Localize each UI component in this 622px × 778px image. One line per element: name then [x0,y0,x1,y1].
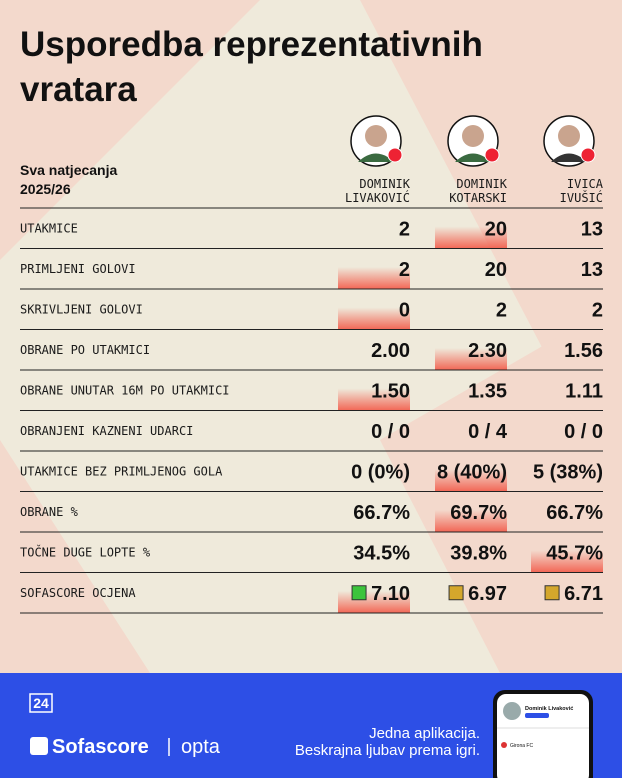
cell-value: 2 [592,299,603,321]
cell-value: 69.7% [450,502,507,524]
cell-value: 13 [581,218,603,240]
phone-badge [525,713,549,718]
cell-value: 7.10 [371,583,410,605]
cell-value: 39.8% [450,542,507,564]
row-label: OBRANE UNUTAR 16M PO UTAKMICI [20,383,230,397]
row-label: PRIMLJENI GOLOVI [20,262,136,276]
cell-value: 5 (38%) [533,461,603,483]
avatar-head [558,125,580,147]
brand: Sofascore [52,736,149,758]
cell-value: 2 [496,299,507,321]
cell-value: 1.56 [564,340,603,362]
highlight [338,307,410,330]
cell-value: 0 / 0 [564,421,603,443]
cell-value: 34.5% [353,542,410,564]
rating-marker [544,585,560,601]
avatar-body [455,153,491,162]
bg-shape [0,440,150,673]
rating-marker [448,585,464,601]
cell-value: 2 [399,259,410,281]
cell-value: 66.7% [546,502,603,524]
row-label: UTAKMICE BEZ PRIMLJENOG GOLA [20,464,223,478]
rating-marker [351,585,367,601]
cell-value: 1.35 [468,380,507,402]
bg-shape [0,0,260,260]
player-name: LIVAKOVIĆ [345,190,410,205]
brand-icon [30,737,48,755]
cell-value: 0 / 4 [468,421,508,443]
cell-value: 0 (0%) [351,461,410,483]
cell-value: 8 (40%) [437,461,507,483]
subtitle: 2025/26 [20,181,71,197]
cell-value: 45.7% [546,542,603,564]
cell-value: 20 [485,218,507,240]
highlight [338,388,410,411]
cell-value: 20 [485,259,507,281]
row-label: SKRIVLJENI GOLOVI [20,302,143,316]
phone-name: Dominik Livaković [525,706,573,712]
cell-value: 1.50 [371,380,410,402]
row-label: OBRANE % [20,505,79,519]
cell-value: 6.97 [468,583,507,605]
tagline: Jedna aplikacija. [369,725,480,742]
row-label: OBRANJENI KAZNENI UDARCI [20,424,193,438]
avatar-flag [580,147,596,163]
highlight [435,469,507,492]
avatar-flag [387,147,403,163]
cell-value: 1.11 [565,380,603,402]
avatar-flag [484,147,500,163]
highlight [435,348,507,370]
cell-value: 2 [399,218,410,240]
row-label: OBRANE PO UTAKMICI [20,343,150,357]
avatar-body [551,153,587,162]
subtitle: Sva natjecanja [20,162,117,178]
title: vratara [20,70,137,109]
avatar-head [462,125,484,147]
phone-avatar [503,702,521,720]
player-name: IVUŠIĆ [560,190,603,205]
logo-24: 24 [33,695,49,711]
highlight [531,550,603,573]
cell-value: 6.71 [564,583,603,605]
phone-club: Girona FC [510,743,533,749]
tagline: Beskrajna ljubav prema igri. [295,742,480,759]
cell-value: 0 [399,299,410,321]
highlight [435,226,507,249]
player-name: DOMINIK [456,177,507,191]
player-name: KOTARSKI [449,191,507,205]
cell-value: 0 / 0 [371,421,410,443]
row-label: SOFASCORE OCJENA [20,586,136,600]
cell-value: 2.30 [468,340,507,362]
cell-value: 2.00 [371,340,410,362]
player-name: IVICA [567,177,604,191]
phone-club-icon [501,742,507,748]
cell-value: 66.7% [353,502,410,524]
avatar-head [365,125,387,147]
row-label: UTAKMICE [20,221,78,235]
logo-box [29,693,53,713]
row-label: TOČNE DUGE LOPTE % [20,544,151,559]
partner: opta [181,736,221,758]
avatar-body [358,153,394,162]
highlight [435,510,507,532]
highlight [338,267,410,289]
title: Usporedba reprezentativnih [20,25,483,64]
player-name: DOMINIK [359,177,410,191]
cell-value: 13 [581,259,603,281]
